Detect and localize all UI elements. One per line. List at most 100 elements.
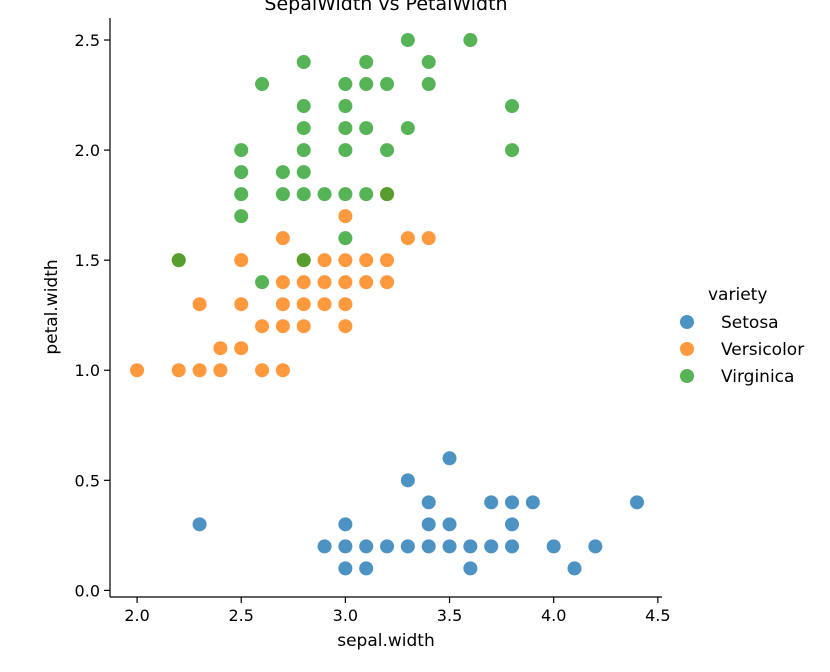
legend-marker-virginica [680,369,694,383]
y-tick-label: 1.5 [75,251,100,270]
data-point-versicolor-30 [359,253,374,268]
data-point-versicolor-11 [255,319,270,334]
data-point-versicolor-24 [338,319,353,334]
data-point-setosa-13 [442,539,457,554]
legend-label-virginica: Virginica [721,367,794,387]
data-point-versicolor-4 [192,297,207,312]
data-point-versicolor-5 [213,363,228,378]
data-point-virginica-4 [234,143,249,158]
data-point-virginica-31 [400,33,415,48]
data-point-virginica-21 [338,99,353,114]
data-point-setosa-1 [317,539,332,554]
x-axis-label: sepal.width [337,631,435,651]
data-point-setosa-17 [463,539,478,554]
data-point-setosa-21 [505,517,520,532]
data-point-virginica-8 [275,165,290,180]
legend-marker-versicolor [680,342,694,356]
data-point-virginica-22 [338,77,353,92]
x-tick-label: 4.0 [541,606,566,625]
data-point-setosa-7 [380,539,395,554]
data-point-setosa-23 [525,495,540,510]
data-point-setosa-11 [421,517,436,532]
data-point-virginica-7 [275,187,290,202]
data-point-versicolor-14 [275,297,290,312]
y-tick-label: 0.0 [75,581,100,600]
data-point-versicolor-3 [192,363,207,378]
legend-marker-setosa [680,315,694,329]
data-point-virginica-3 [234,165,249,180]
data-point-versicolor-25 [338,297,353,312]
data-point-virginica-26 [359,55,374,70]
data-point-virginica-14 [296,99,311,114]
data-point-versicolor-16 [275,231,290,246]
data-point-virginica-33 [421,55,436,70]
data-point-virginica-28 [380,143,395,158]
data-point-versicolor-7 [234,341,249,356]
data-point-versicolor-17 [296,319,311,334]
data-point-setosa-6 [359,539,374,554]
data-point-setosa-15 [442,451,457,466]
data-point-setosa-16 [463,561,478,576]
data-point-virginica-13 [296,121,311,136]
y-tick-label: 2.5 [75,31,100,50]
x-tick-label: 3.5 [437,606,462,625]
data-point-versicolor-23 [317,253,332,268]
data-point-setosa-2 [338,561,353,576]
data-point-setosa-25 [567,561,582,576]
data-point-setosa-10 [421,539,436,554]
data-point-virginica-20 [338,121,353,136]
data-point-virginica-34 [463,33,478,48]
data-point-setosa-14 [442,517,457,532]
data-point-versicolor-22 [317,275,332,290]
data-point-setosa-12 [421,495,436,510]
data-point-versicolor-27 [338,253,353,268]
data-point-versicolor-18 [296,297,311,312]
x-tick-label: 2.0 [124,606,149,625]
data-point-virginica-35 [505,143,520,158]
data-point-virginica-18 [338,187,353,202]
legend-label-versicolor: Versicolor [721,340,804,360]
data-points [130,33,644,576]
data-point-virginica-36 [505,99,520,114]
data-point-virginica-25 [359,77,374,92]
data-point-setosa-4 [338,517,353,532]
data-point-versicolor-6 [213,341,228,356]
data-point-versicolor-21 [317,297,332,312]
data-point-versicolor-15 [275,275,290,290]
data-point-versicolor-13 [275,319,290,334]
data-point-virginica-23 [359,187,374,202]
data-point-setosa-27 [630,495,644,510]
data-point-versicolor-32 [380,253,395,268]
data-point-setosa-20 [505,539,520,554]
data-point-versicolor-29 [359,275,374,290]
data-point-virginica-9 [296,253,311,268]
data-point-setosa-9 [400,473,415,488]
data-point-setosa-22 [505,495,520,510]
data-point-setosa-24 [546,539,561,554]
data-point-setosa-26 [588,539,603,554]
data-point-virginica-5 [255,275,270,290]
y-tick-label: 0.5 [75,471,100,490]
data-point-virginica-12 [296,143,311,158]
data-point-versicolor-10 [255,363,270,378]
chart-title: SepalWidth vs PetalWidth [264,0,507,15]
data-point-versicolor-34 [400,231,415,246]
data-point-virginica-17 [338,231,353,246]
data-point-virginica-32 [421,77,436,92]
data-point-versicolor-26 [338,275,353,290]
data-point-setosa-3 [338,539,353,554]
data-point-virginica-0 [171,253,186,268]
data-point-versicolor-9 [234,253,249,268]
y-axis-ticks: 0.0 0.5 1.0 1.5 2.0 2.5 [75,31,110,600]
data-point-setosa-19 [484,495,499,510]
data-point-virginica-16 [317,187,332,202]
data-point-setosa-8 [400,539,415,554]
data-point-virginica-29 [380,77,395,92]
data-point-versicolor-31 [380,275,395,290]
data-point-versicolor-1 [171,363,186,378]
y-axis-label: petal.width [42,259,62,354]
data-point-versicolor-19 [296,275,311,290]
data-point-versicolor-12 [275,363,290,378]
legend-label-setosa: Setosa [721,313,779,333]
data-point-versicolor-28 [338,209,353,224]
